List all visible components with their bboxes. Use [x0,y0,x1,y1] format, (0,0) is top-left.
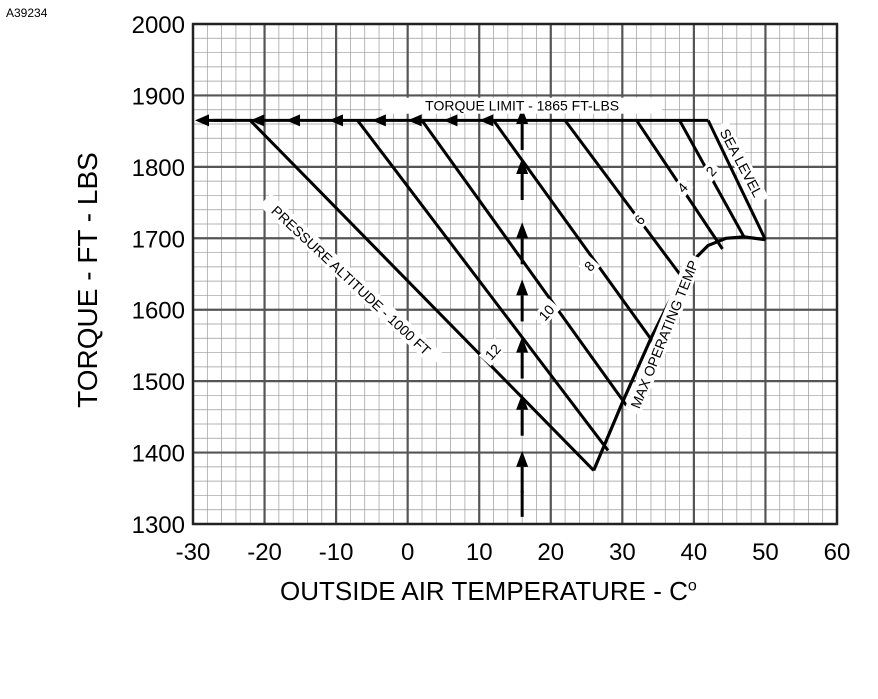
x-tick-label: 40 [681,539,708,566]
left-arrowhead [443,114,458,127]
x-tick-label: 60 [824,539,851,566]
x-tick-label: -20 [247,539,282,566]
x-tick-label: 50 [752,539,779,566]
up-arrowhead [516,279,529,296]
degree-sup: o [687,577,697,595]
y-tick-label: 2000 [132,12,185,39]
y-tick-label: 1900 [132,83,185,110]
series-label-bg [578,255,601,278]
series-label: 12 [478,337,507,367]
y-axis-label: TORQUE - FT - LBS [72,152,103,408]
x-axis-label: OUTSIDE AIR TEMPERATURE - C [280,576,688,606]
series-label: 2 [700,160,722,183]
x-tick-label: -30 [176,539,211,566]
x-tick-label: -10 [319,539,354,566]
altitude-line [356,119,610,452]
series-label-bg [671,176,694,199]
up-arrowhead [516,222,529,239]
up-arrowhead [516,336,529,353]
left-arrowhead [407,114,422,127]
document-id: A39234 [6,6,48,20]
up-arrowhead [516,158,529,174]
torque-limit-label-bg [382,97,663,114]
series-label: 10 [532,298,561,327]
altitude-line [492,119,660,350]
left-arrowhead [250,114,265,127]
left-arrowhead [195,114,209,127]
altitude-line [563,119,692,290]
y-tick-label: 1700 [132,226,185,253]
max-operating-temp-label-bg [624,253,704,416]
series-label-bg [478,337,507,367]
y-tick-label: 1400 [132,441,185,468]
x-axis-title: OUTSIDE AIR TEMPERATURE - Co [280,576,697,607]
series-label: 4 [671,176,694,199]
x-tick-label: 30 [609,539,636,566]
y-tick-label: 1600 [132,298,185,325]
y-tick-label: 1300 [132,512,185,539]
arrows [195,108,529,517]
x-tick-label: 0 [401,539,414,566]
up-arrowhead [516,108,529,124]
left-arrowhead [371,114,386,127]
series-label: 8 [578,255,601,278]
altitude-line [420,119,631,411]
pressure-altitude-label-bg [259,193,444,367]
x-tick-label: 20 [537,539,564,566]
left-arrowhead [328,114,343,127]
y-tick-label: 1800 [132,155,185,182]
y-tick-label: 1500 [132,369,185,396]
x-axis-ticks: -30 -20 -10 0 10 20 30 40 50 60 [176,539,851,566]
up-arrowhead [516,450,529,467]
plot-frame [191,22,839,526]
series-label: 6 [628,208,651,231]
left-arrowhead [286,114,301,127]
up-arrowhead [516,393,529,410]
series-label-bg [713,120,769,205]
x-tick-label: 10 [466,539,493,566]
series-label-bg [628,208,651,231]
pressure-altitude-label: PRESSURE ALTITUDE - 1000 FT [259,193,444,367]
y-axis-ticks: 1300 1400 1500 1600 1700 1800 1900 2000 [132,12,185,539]
series-label-bg [700,160,722,183]
left-arrowhead [479,114,494,127]
major-grid [191,22,839,526]
series-label-bg [532,298,561,327]
torque-limit-label: TORQUE LIMIT - 1865 FT-LBS [425,98,619,114]
altitude-line [249,119,595,472]
altitude-line [706,119,767,241]
